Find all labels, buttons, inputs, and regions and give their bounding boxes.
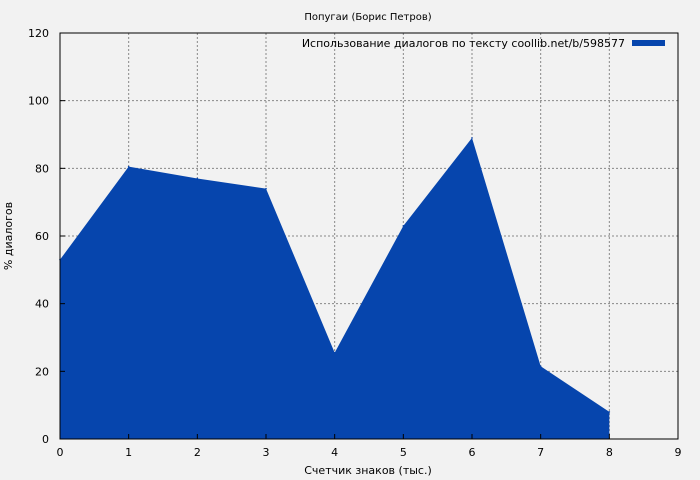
- legend-label: Использование диалогов по тексту coollib…: [302, 37, 625, 50]
- x-tick-label: 8: [606, 446, 613, 459]
- x-tick-label: 6: [469, 446, 476, 459]
- data-point: [402, 225, 405, 227]
- data-point: [471, 137, 473, 139]
- chart-title: Попугаи (Борис Петров): [304, 12, 431, 23]
- data-point: [196, 177, 199, 180]
- y-tick-label: 80: [35, 162, 49, 175]
- data-point: [608, 411, 611, 413]
- axis-ticks: 0 1 2 3 4 5 6 7 8 9 0 20 40 60 80 100 120: [28, 27, 682, 459]
- data-point: [265, 187, 267, 190]
- legend: Использование диалогов по тексту coollib…: [302, 37, 665, 50]
- legend-swatch: [632, 40, 665, 46]
- y-tick-label: 40: [35, 298, 49, 311]
- y-tick-label: 120: [28, 27, 49, 40]
- x-tick-label: 9: [675, 446, 682, 459]
- y-tick-label: 100: [28, 95, 49, 108]
- y-tick-label: 0: [42, 433, 49, 446]
- y-tick-label: 60: [35, 230, 49, 243]
- y-tick-label: 20: [35, 365, 49, 378]
- x-tick-label: 3: [263, 446, 270, 459]
- data-point: [539, 365, 542, 368]
- y-axis-label: % диалогов: [2, 202, 15, 270]
- x-tick-label: 2: [194, 446, 201, 459]
- data-point: [127, 165, 130, 168]
- x-axis-label: Счетчик знаков (тыс.): [304, 464, 432, 477]
- data-point: [333, 351, 336, 354]
- x-tick-label: 7: [537, 446, 544, 459]
- x-tick-label: 5: [400, 446, 407, 459]
- x-tick-label: 4: [331, 446, 338, 459]
- x-tick-label: 1: [125, 446, 132, 459]
- area-series: [60, 137, 610, 439]
- x-tick-label: 0: [57, 446, 64, 459]
